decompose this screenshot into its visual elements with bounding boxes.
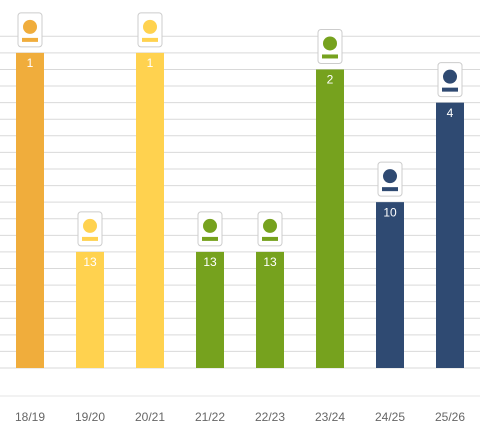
league-logo-text — [322, 54, 338, 59]
bar — [316, 69, 344, 368]
league-logo-mark — [443, 69, 457, 84]
x-tick-label: 19/20 — [75, 410, 105, 424]
league-logo-text — [22, 37, 38, 42]
league-logo-mark — [263, 218, 277, 233]
league-logo-mark — [383, 169, 397, 184]
bar-value-label: 4 — [447, 106, 454, 120]
league-logo-text — [262, 236, 278, 241]
x-tick-label: 21/22 — [195, 410, 225, 424]
league-logo-mark — [143, 19, 157, 34]
bar — [436, 102, 464, 368]
bar — [76, 251, 104, 368]
league-logo-mark — [323, 36, 337, 51]
x-tick-label: 25/26 — [435, 410, 465, 424]
bar — [196, 251, 224, 368]
bar — [16, 52, 44, 368]
bar-value-label: 2 — [327, 73, 334, 87]
bar — [136, 52, 164, 368]
x-tick-label: 18/19 — [15, 410, 45, 424]
bar-value-label: 1 — [147, 56, 154, 70]
league-logo-text — [142, 37, 158, 42]
bar-value-label: 1 — [27, 56, 34, 70]
bar — [256, 251, 284, 368]
league-logo-text — [382, 187, 398, 192]
x-tick-label: 22/23 — [255, 410, 285, 424]
league-logo-mark — [83, 218, 97, 233]
bar-value-label: 13 — [83, 255, 97, 269]
league-logo-text — [202, 236, 218, 241]
x-tick-label: 24/25 — [375, 410, 405, 424]
x-tick-label: 23/24 — [315, 410, 345, 424]
league-logo-mark — [23, 19, 37, 34]
bar — [376, 202, 404, 368]
x-tick-label: 20/21 — [135, 410, 165, 424]
league-logo-text — [442, 87, 458, 92]
league-logo-text — [82, 236, 98, 241]
league-logo-mark — [203, 218, 217, 233]
bar-value-label: 10 — [383, 205, 397, 219]
bar-value-label: 13 — [263, 255, 277, 269]
bar-value-label: 13 — [203, 255, 217, 269]
